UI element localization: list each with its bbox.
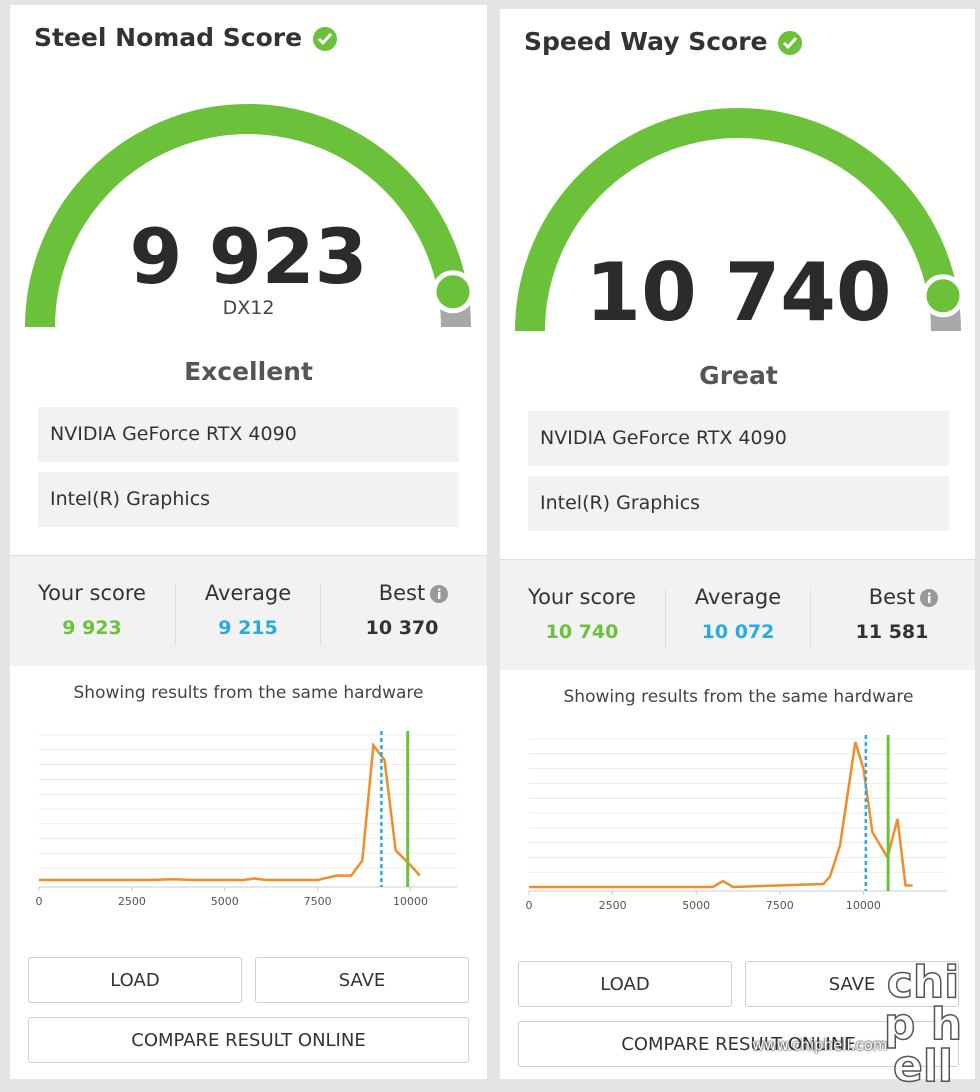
result-panel: Speed Way Score 10 740 Great NVIDIA GeForce… (500, 9, 975, 1079)
stat-value: 10 072 (701, 621, 775, 643)
watermark-logo: chip hell (883, 957, 963, 1092)
info-dot (438, 588, 441, 591)
x-tick-label: 7500 (304, 895, 332, 908)
x-tick-label: 0 (36, 895, 43, 908)
gauge-arc (515, 108, 958, 332)
info-icon (430, 585, 448, 603)
x-tick-label: 10000 (393, 895, 428, 908)
button[interactable]: LOAD (518, 961, 732, 1007)
panel-title: Steel Nomad Score (34, 23, 303, 52)
api-label: DX12 (222, 297, 275, 319)
gpu-row: NVIDIA GeForce RTX 4090 (38, 407, 459, 462)
x-tick-label: 10000 (846, 899, 881, 912)
rating: Excellent (184, 357, 313, 386)
x-tick-label: 5000 (211, 895, 239, 908)
gauge-arc (25, 104, 468, 328)
x-tick-label: 2500 (118, 895, 146, 908)
button[interactable]: SAVE (745, 961, 959, 1007)
button[interactable]: COMPARE RESULT ONLINE (518, 1021, 959, 1067)
info-dot (928, 592, 931, 595)
gauge (515, 108, 965, 332)
stat-label: Average (204, 581, 292, 605)
stat-divider (320, 585, 321, 645)
stat-value: 10 370 (365, 617, 439, 639)
stat-divider (665, 589, 666, 649)
x-tick-label: 5000 (682, 899, 710, 912)
gpu-row: Intel(R) Graphics (38, 472, 459, 527)
stat-value: 11 581 (855, 621, 929, 643)
stat-label: Best (868, 585, 916, 609)
x-tick-label: 2500 (599, 899, 627, 912)
check-icon (778, 31, 802, 55)
stat-value: 9 923 (62, 617, 122, 639)
score: 9 923 (129, 212, 368, 301)
x-tick-label: 0 (526, 899, 533, 912)
info-icon (920, 589, 938, 607)
rating: Great (699, 361, 778, 390)
info-dot (928, 596, 931, 603)
distribution-line (39, 742, 421, 882)
distribution-line (529, 741, 913, 889)
button[interactable]: COMPARE RESULT ONLINE (28, 1017, 469, 1063)
stat-divider (810, 589, 811, 649)
gpu-row: NVIDIA GeForce RTX 4090 (528, 411, 949, 466)
stat-divider (175, 585, 176, 645)
stat-label: Average (694, 585, 782, 609)
gauge-knob (431, 270, 475, 314)
score: 10 740 (585, 246, 892, 339)
stat-label: Your score (528, 585, 636, 609)
stats-band (10, 555, 487, 666)
chart-caption: Showing results from the same hardware (563, 687, 914, 707)
stat-label: Your score (38, 581, 146, 605)
stat-label: Best (378, 581, 426, 605)
stat-value: 10 740 (545, 621, 619, 643)
stat-value: 9 215 (218, 617, 278, 639)
check-mark (317, 33, 333, 46)
check-mark (782, 37, 798, 50)
button[interactable]: SAVE (255, 957, 469, 1003)
chart-caption: Showing results from the same hardware (73, 683, 424, 703)
button[interactable]: LOAD (28, 957, 242, 1003)
watermark: www.chiphell.com (752, 1036, 888, 1054)
gauge-knob (921, 274, 965, 318)
x-tick-label: 7500 (766, 899, 794, 912)
panel-title: Speed Way Score (524, 27, 768, 56)
gpu-row: Intel(R) Graphics (528, 476, 949, 531)
check-icon (313, 27, 337, 51)
stats-band (500, 559, 975, 670)
distribution-chart: 0 2500 5000 7500 10000 (526, 735, 947, 912)
distribution-chart: 0 2500 5000 7500 10000 (36, 731, 457, 908)
info-dot (438, 592, 441, 599)
result-panel: Steel Nomad Score 9 923 DX12 Excellent NVIDI… (10, 5, 487, 1079)
gauge (25, 104, 475, 328)
